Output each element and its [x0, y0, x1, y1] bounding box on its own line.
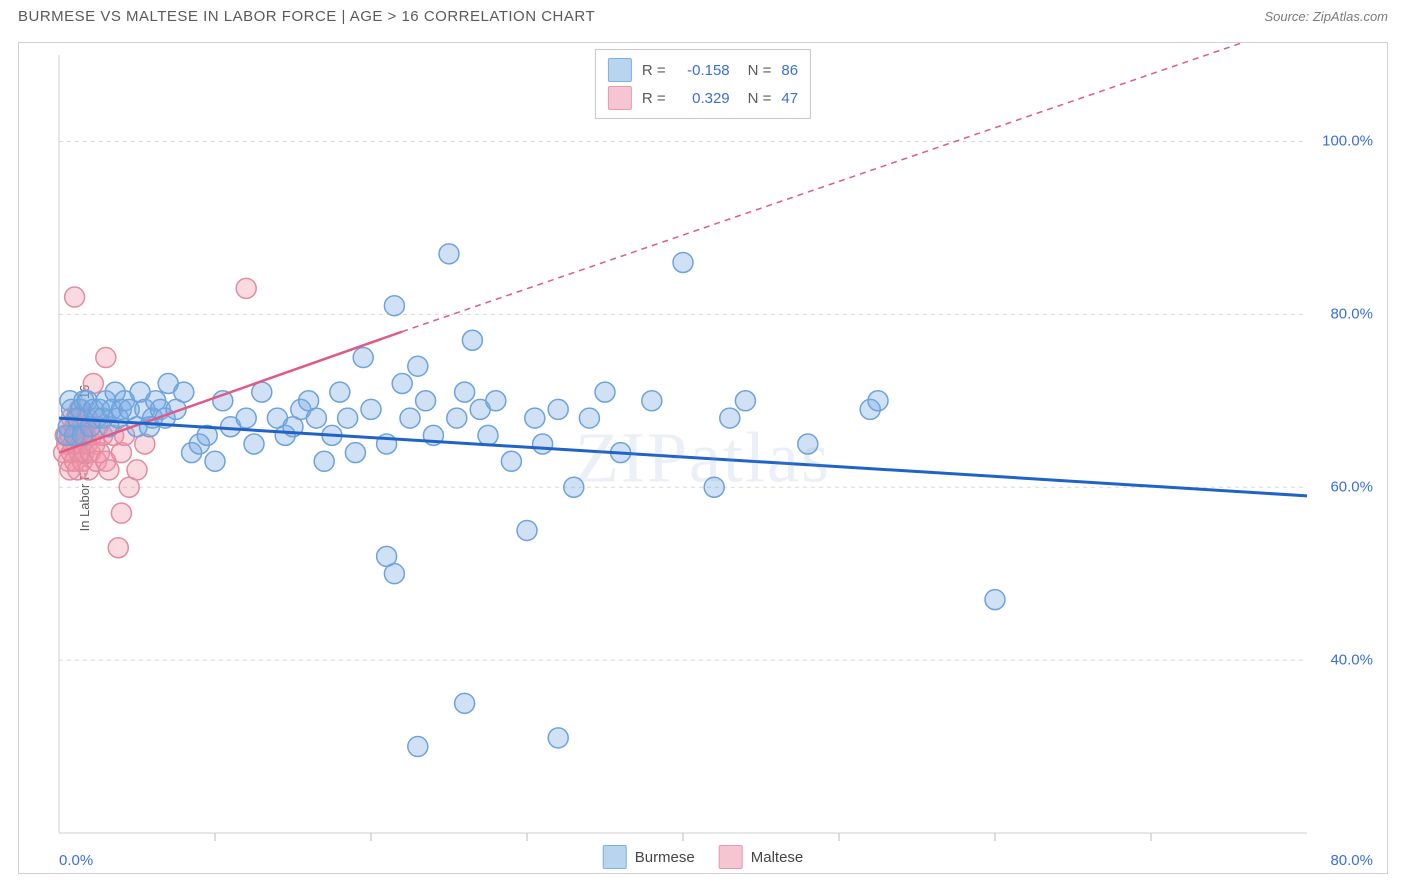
r-value-maltese: 0.329 — [676, 90, 730, 107]
correlation-stats-box: R = -0.158 N = 86 R = 0.329 N = 47 — [595, 49, 811, 119]
scatter-plot-svg — [19, 43, 1387, 873]
n-label: N = — [748, 62, 772, 79]
y-tick-label: 80.0% — [1330, 306, 1373, 323]
legend-item-burmese: Burmese — [603, 845, 695, 869]
chart-container: In Labor Force | Age > 16 ZIPatlas R = -… — [18, 42, 1388, 874]
chart-header: BURMESE VS MALTESE IN LABOR FORCE | AGE … — [0, 0, 1406, 31]
source-label: Source: ZipAtlas.com — [1264, 9, 1388, 24]
r-value-burmese: -0.158 — [676, 62, 730, 79]
y-tick-label: 60.0% — [1330, 479, 1373, 496]
legend-label-burmese: Burmese — [635, 849, 695, 866]
x-axis-max-label: 80.0% — [1330, 852, 1373, 869]
n-label: N = — [748, 90, 772, 107]
r-label: R = — [642, 90, 666, 107]
series-legend: Burmese Maltese — [603, 845, 804, 869]
n-value-burmese: 86 — [781, 62, 798, 79]
chart-title: BURMESE VS MALTESE IN LABOR FORCE | AGE … — [18, 8, 595, 25]
n-value-maltese: 47 — [781, 90, 798, 107]
x-axis-min-label: 0.0% — [59, 852, 93, 869]
swatch-burmese-legend — [603, 845, 627, 869]
stats-row-maltese: R = 0.329 N = 47 — [608, 84, 798, 112]
legend-label-maltese: Maltese — [751, 849, 804, 866]
r-label: R = — [642, 62, 666, 79]
stats-row-burmese: R = -0.158 N = 86 — [608, 56, 798, 84]
legend-item-maltese: Maltese — [719, 845, 804, 869]
swatch-maltese — [608, 86, 632, 110]
swatch-maltese-legend — [719, 845, 743, 869]
y-tick-label: 40.0% — [1330, 652, 1373, 669]
swatch-burmese — [608, 58, 632, 82]
y-tick-label: 100.0% — [1322, 133, 1373, 150]
